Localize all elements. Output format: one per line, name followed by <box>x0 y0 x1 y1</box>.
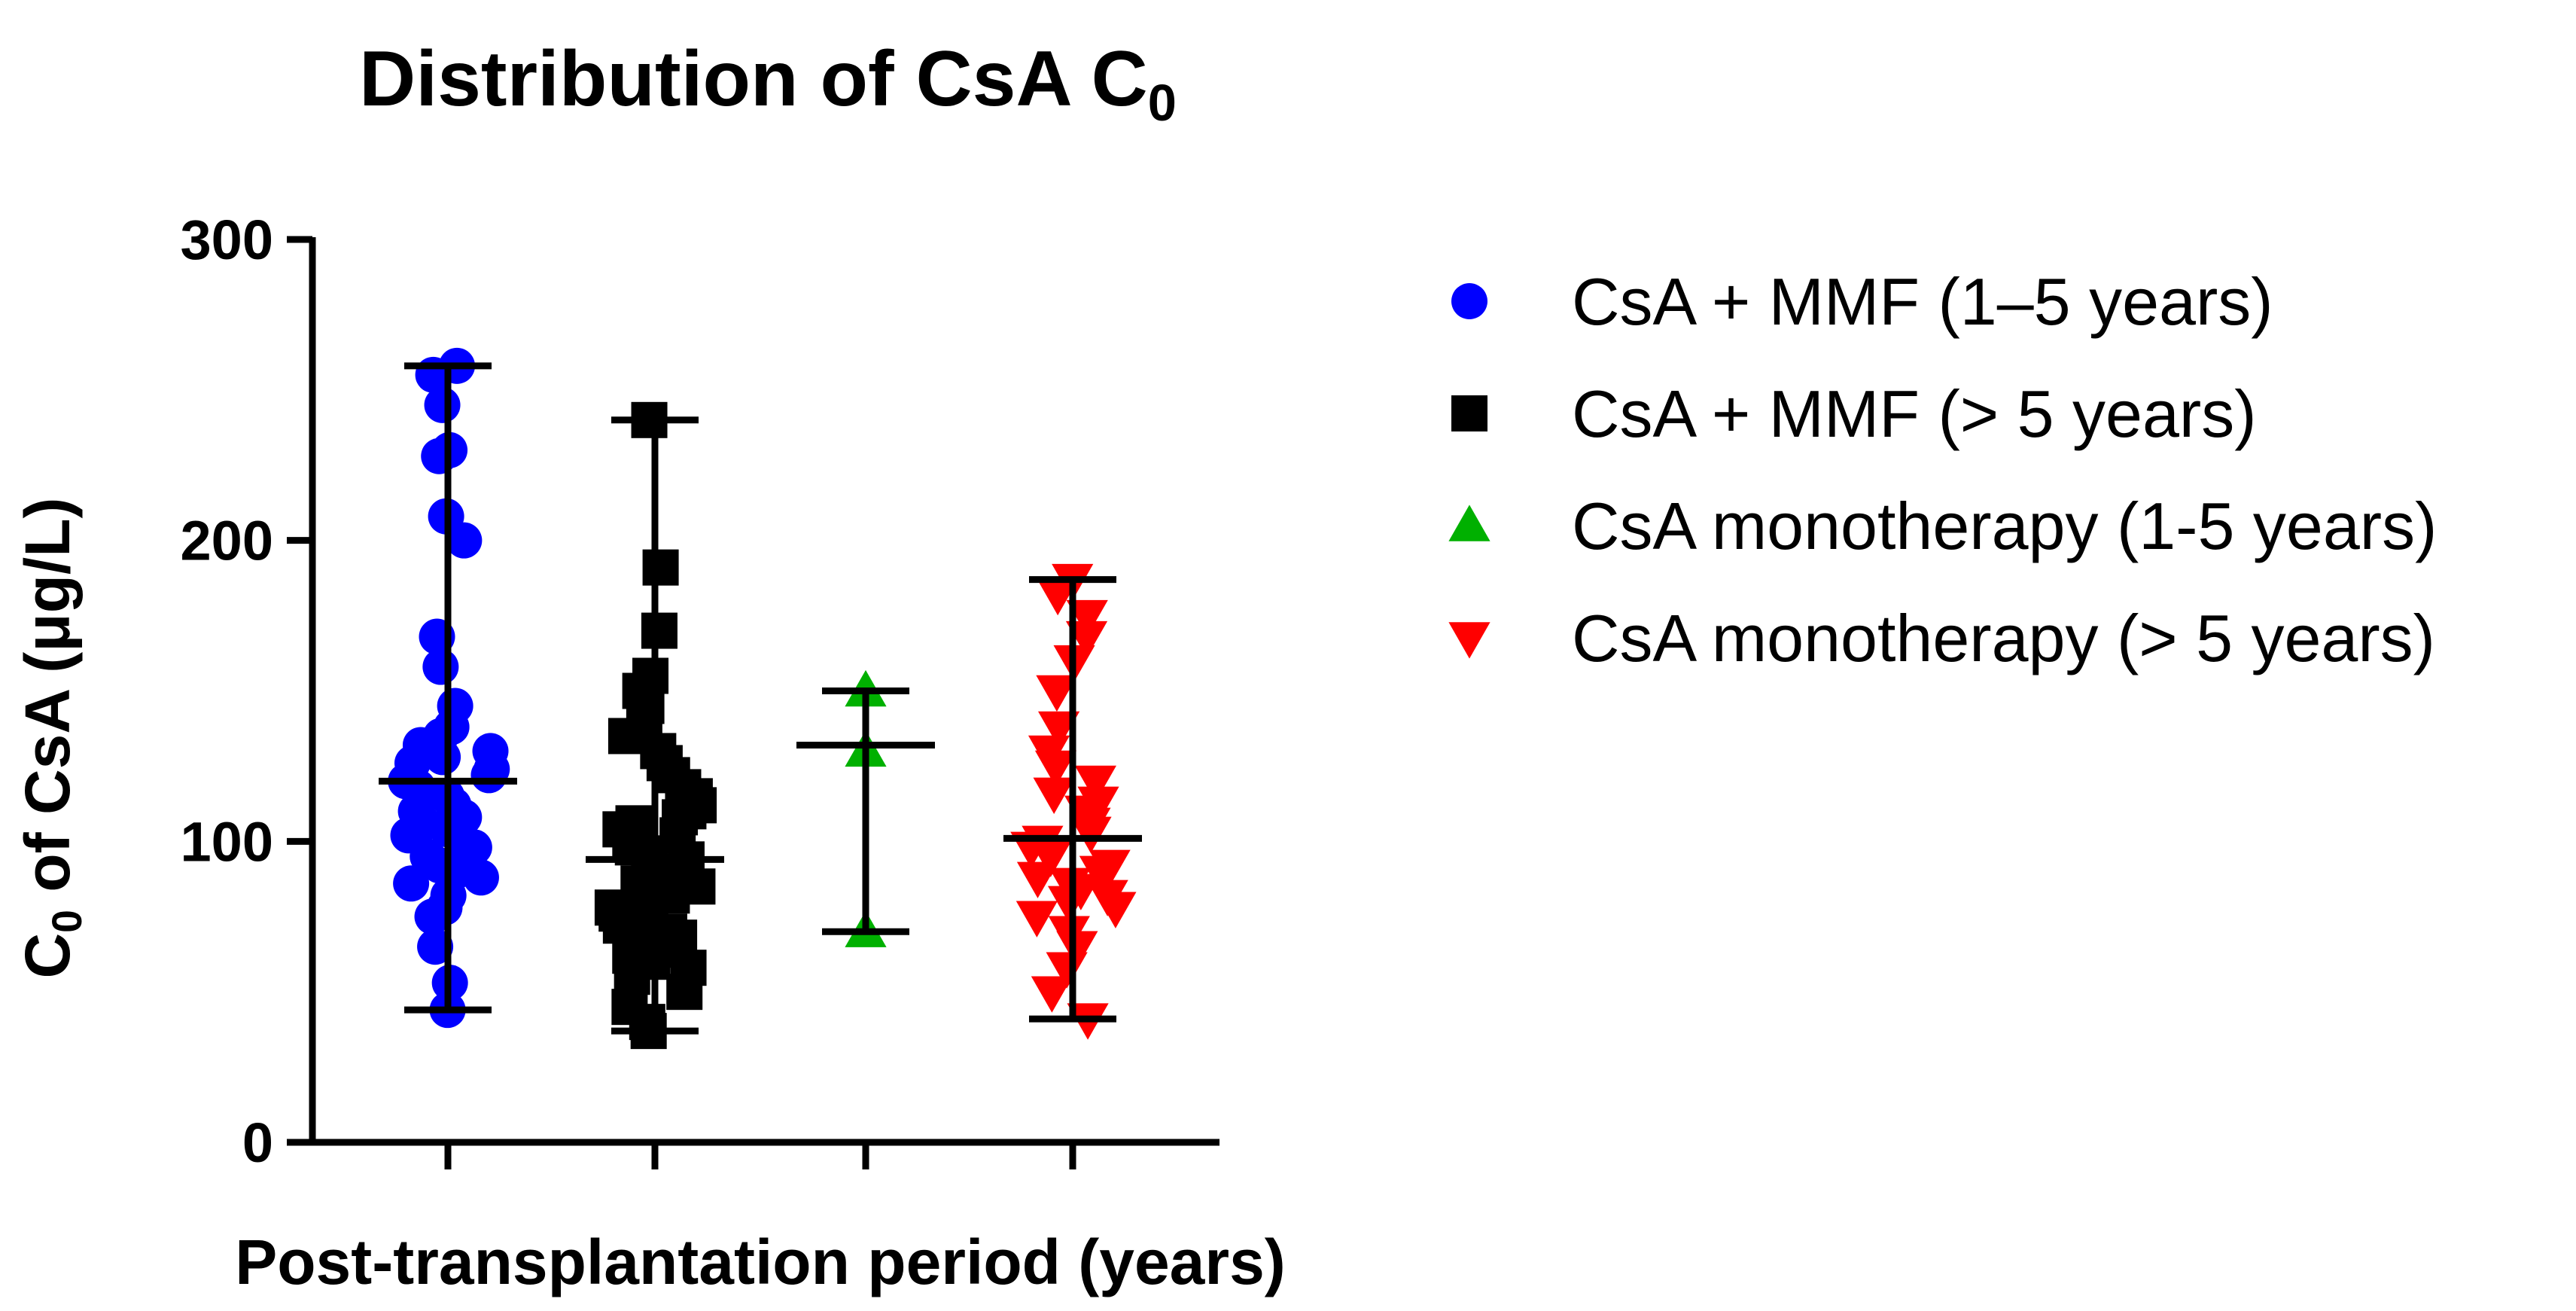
x-ticks <box>444 1142 1076 1169</box>
series-1-summary <box>379 362 517 1014</box>
legend-marker <box>1448 505 1490 541</box>
legend-marker <box>1451 283 1487 319</box>
data-point <box>615 805 652 842</box>
legend-item: CsA monotherapy (1-5 years) <box>1448 489 2437 563</box>
legend-item: CsA monotherapy (> 5 years) <box>1448 601 2435 675</box>
y-axis-label: C0 of CsA (μg/L) <box>12 497 90 978</box>
axes <box>309 237 1219 1146</box>
data-point <box>393 865 430 902</box>
series-2-summary <box>586 416 724 1035</box>
data-points <box>388 347 1137 1050</box>
data-point <box>632 657 669 694</box>
legend-marker <box>1448 622 1490 659</box>
legend-label: CsA + MMF (1–5 years) <box>1572 264 2273 339</box>
summary-bars <box>379 362 1142 1035</box>
data-point <box>417 928 454 965</box>
data-point <box>1015 901 1058 938</box>
chart-title: Distribution of CsA C0 <box>359 35 1177 132</box>
data-point <box>1037 711 1080 748</box>
data-point <box>437 688 473 724</box>
data-point <box>642 549 679 586</box>
y-axis-label-c: C <box>12 933 83 979</box>
y-tick-label: 100 <box>181 810 273 873</box>
data-point <box>1089 849 1131 886</box>
y-axis-label-subscript: 0 <box>44 910 90 933</box>
data-point <box>1022 825 1064 862</box>
data-point <box>1065 620 1108 658</box>
data-point <box>1048 916 1090 953</box>
legend-label: CsA + MMF (> 5 years) <box>1572 377 2257 451</box>
series-2-points <box>594 401 717 1050</box>
legend: CsA + MMF (1–5 years) CsA + MMF (> 5 year… <box>1448 264 2437 675</box>
legend-marker <box>1451 395 1487 431</box>
data-point <box>1077 786 1119 823</box>
y-tick-label: 300 <box>181 209 273 271</box>
series-1-points <box>388 347 510 1029</box>
data-point <box>1031 976 1073 1013</box>
x-axis-label: Post-transplantation period (years) <box>235 1227 1286 1297</box>
data-point <box>1036 675 1078 712</box>
y-ticks: 0 100 200 300 <box>181 209 312 1174</box>
data-point <box>1066 599 1108 637</box>
y-tick-label: 0 <box>242 1111 273 1174</box>
legend-item: CsA + MMF (1–5 years) <box>1451 264 2273 339</box>
chart-title-text: Distribution of CsA C <box>359 35 1148 123</box>
data-point <box>472 733 509 770</box>
chart-title-subscript: 0 <box>1148 74 1177 132</box>
legend-label: CsA monotherapy (1-5 years) <box>1572 489 2437 563</box>
legend-item: CsA + MMF (> 5 years) <box>1451 377 2257 451</box>
data-point <box>1074 765 1117 802</box>
series-4-summary <box>1003 576 1142 1023</box>
data-point <box>641 612 677 649</box>
data-point <box>1086 880 1128 916</box>
series-3-summary <box>796 688 935 935</box>
data-point <box>424 386 461 423</box>
legend-label: CsA monotherapy (> 5 years) <box>1572 601 2435 675</box>
y-axis-label-rest: of CsA (μg/L) <box>12 497 83 910</box>
data-point <box>1033 777 1075 814</box>
y-tick-label: 200 <box>181 510 273 572</box>
